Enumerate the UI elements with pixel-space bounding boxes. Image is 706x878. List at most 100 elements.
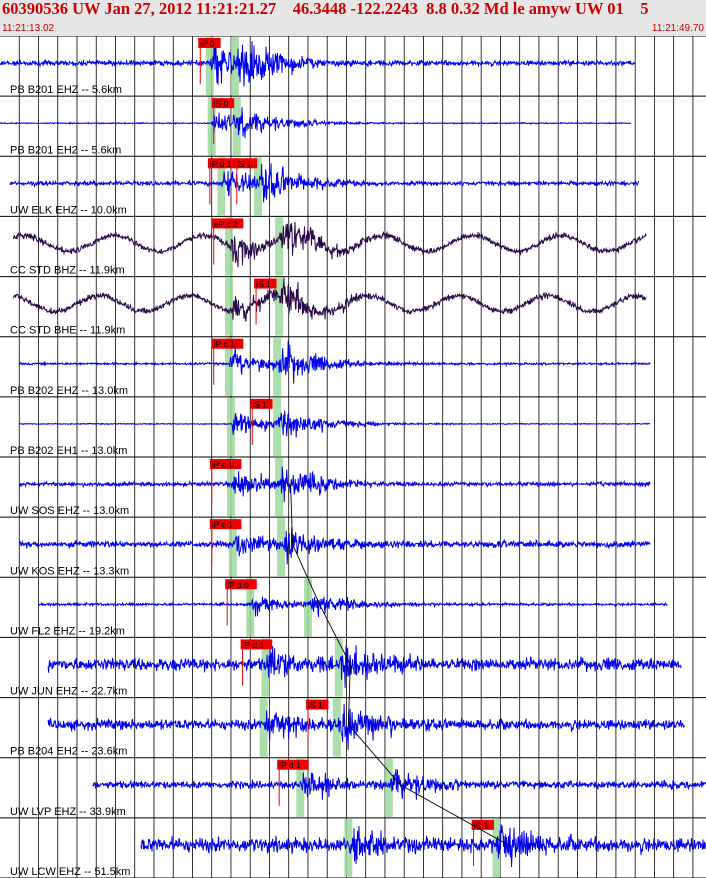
pick-label: iP 0 — [200, 39, 215, 49]
trace-row: iP 0 PB B201 EHZ -- 5.6km — [0, 37, 636, 96]
waveform — [92, 768, 706, 800]
waveform — [13, 221, 647, 268]
end-time: 11:21:49.70 — [651, 23, 704, 34]
pick-window — [344, 818, 353, 877]
pick-flag — [209, 519, 242, 530]
pick-window — [226, 397, 235, 456]
pick-window — [332, 698, 341, 757]
trace-row: iS 0 PB B201 EH2 -- 5.6km — [0, 97, 632, 156]
waveform — [47, 704, 686, 750]
waveform — [18, 340, 651, 384]
station-label: UW LCW EHZ -- 51.5km — [10, 866, 130, 878]
station-label: PB B202 EHZ -- 13.0km — [10, 385, 128, 397]
pick-window — [259, 698, 268, 757]
pick-label: iS 0 — [214, 99, 229, 109]
trace-row: iS 1 UW LCW EHZ -- 51.5km — [10, 818, 706, 878]
pick-flag — [225, 579, 257, 590]
pick-flag — [198, 38, 221, 48]
pick-window — [273, 337, 282, 396]
pick-flag — [211, 338, 244, 349]
trace-row: iP d 1 UW LVP EHZ -- 33.9km — [10, 758, 706, 818]
pick-label: iP d 0 — [227, 580, 249, 590]
pick-label: iP c 1 — [212, 520, 233, 530]
pick-window — [296, 758, 305, 817]
station-label: PB B202 EH1 -- 13.0km — [10, 445, 127, 457]
pick-label: iS 1 — [256, 279, 271, 289]
trace-row: iP d 0 UW FL2 EHZ -- 19.2km — [10, 578, 668, 637]
trace-row: iP d 1 iS 1 UW ELK EHZ -- 10.0km — [9, 157, 640, 216]
waveform — [9, 163, 640, 203]
pick-flag — [306, 699, 329, 710]
pick-flag — [277, 759, 309, 770]
pick-flag — [207, 158, 240, 169]
pick-window — [207, 97, 216, 156]
trace-row: iP c 1 UW SOS EHZ -- 13.0km — [10, 458, 651, 517]
pick-label: iS 1 — [308, 700, 323, 710]
pick-window — [277, 518, 286, 577]
pick-window — [232, 97, 241, 156]
pick-window — [384, 758, 393, 817]
pick-window — [230, 37, 239, 96]
pick-window — [253, 157, 262, 216]
station-label: UW FL2 EHZ -- 19.2km — [10, 625, 125, 637]
waveform — [18, 410, 651, 438]
pick-window — [273, 397, 282, 456]
pick-label: iS 1 — [252, 399, 267, 409]
pick-label: eP c 2 — [214, 219, 238, 229]
pick-flag — [234, 158, 258, 169]
waveform — [38, 596, 668, 618]
trace-row: iP c 1 UW KOS EHZ -- 13.3km — [10, 518, 651, 577]
station-label: PB B201 EH2 -- 5.6km — [10, 144, 121, 156]
pick-label: iP d 1 — [279, 760, 301, 770]
pick-label: iS 1 — [474, 820, 489, 830]
pick-window — [225, 337, 234, 396]
waveform — [140, 824, 706, 868]
trace-row: iS 1 PB B202 EH1 -- 13.0km — [10, 397, 651, 457]
pick-window — [228, 518, 237, 577]
trace-row: iS 1 PB B204 EH2 -- 23.6km — [10, 698, 686, 758]
station-label: UW LVP EHZ -- 33.9km — [10, 806, 126, 818]
trace-row: iP c 1 PB B202 EHZ -- 13.0km — [10, 337, 651, 397]
pick-window — [303, 578, 312, 637]
moveout-curve — [290, 484, 509, 846]
waveform — [18, 527, 651, 565]
waveform — [0, 41, 636, 87]
station-label: UW KOS EHZ -- 13.3km — [10, 565, 129, 577]
waveform — [0, 107, 632, 138]
pick-flag — [211, 218, 244, 229]
pick-window — [275, 217, 284, 276]
pick-flag — [254, 278, 277, 289]
station-label: CC STD BHE -- 11.9km — [10, 325, 125, 337]
pick-flag — [209, 459, 242, 469]
station-label: CC STD BHZ -- 11.9km — [10, 265, 125, 277]
waveform — [19, 466, 651, 503]
pick-label: iP c 1 — [212, 460, 233, 470]
pick-label: iP d 1 — [243, 640, 265, 650]
pick-window — [226, 458, 235, 517]
station-label: PB B201 EHZ -- 5.6km — [10, 84, 122, 96]
pick-flag — [250, 398, 273, 409]
waveform — [47, 645, 682, 688]
pick-label: iP c 1 — [214, 339, 235, 349]
pick-flag — [471, 819, 494, 830]
pick-label: iS 1 — [237, 159, 252, 169]
trace-row: eP c 2 CC STD BHZ -- 11.9km — [10, 217, 647, 277]
station-label: UW JUN EHZ -- 22.7km — [10, 686, 127, 698]
pick-window — [225, 277, 234, 336]
pick-window — [217, 157, 226, 216]
pick-window — [275, 277, 284, 336]
station-label: PB B204 EH2 -- 23.6km — [10, 746, 127, 758]
header-bar: 60390536 UW Jan 27, 2012 11:21:21.27 46.… — [0, 0, 706, 36]
pick-window — [246, 578, 255, 637]
event-title: 60390536 UW Jan 27, 2012 11:21:21.27 46.… — [2, 0, 649, 18]
pick-flag — [240, 639, 273, 650]
trace-row: iS 1 CC STD BHE -- 11.9km — [10, 277, 647, 337]
pick-label: iP d 1 — [210, 159, 232, 169]
seismogram-plot: iP 0 PB B201 EHZ -- 5.6km iS 0 PB B201 EH2 … — [0, 36, 706, 878]
station-label: UW ELK EHZ -- 10.0km — [10, 204, 127, 216]
pick-flag — [211, 98, 235, 109]
start-time: 11:21:13.02 — [2, 23, 55, 34]
waveform — [13, 277, 647, 322]
station-label: UW SOS EHZ -- 13.0km — [10, 505, 129, 517]
trace-row: iP d 1 UW JUN EHZ -- 22.7km — [10, 638, 682, 698]
